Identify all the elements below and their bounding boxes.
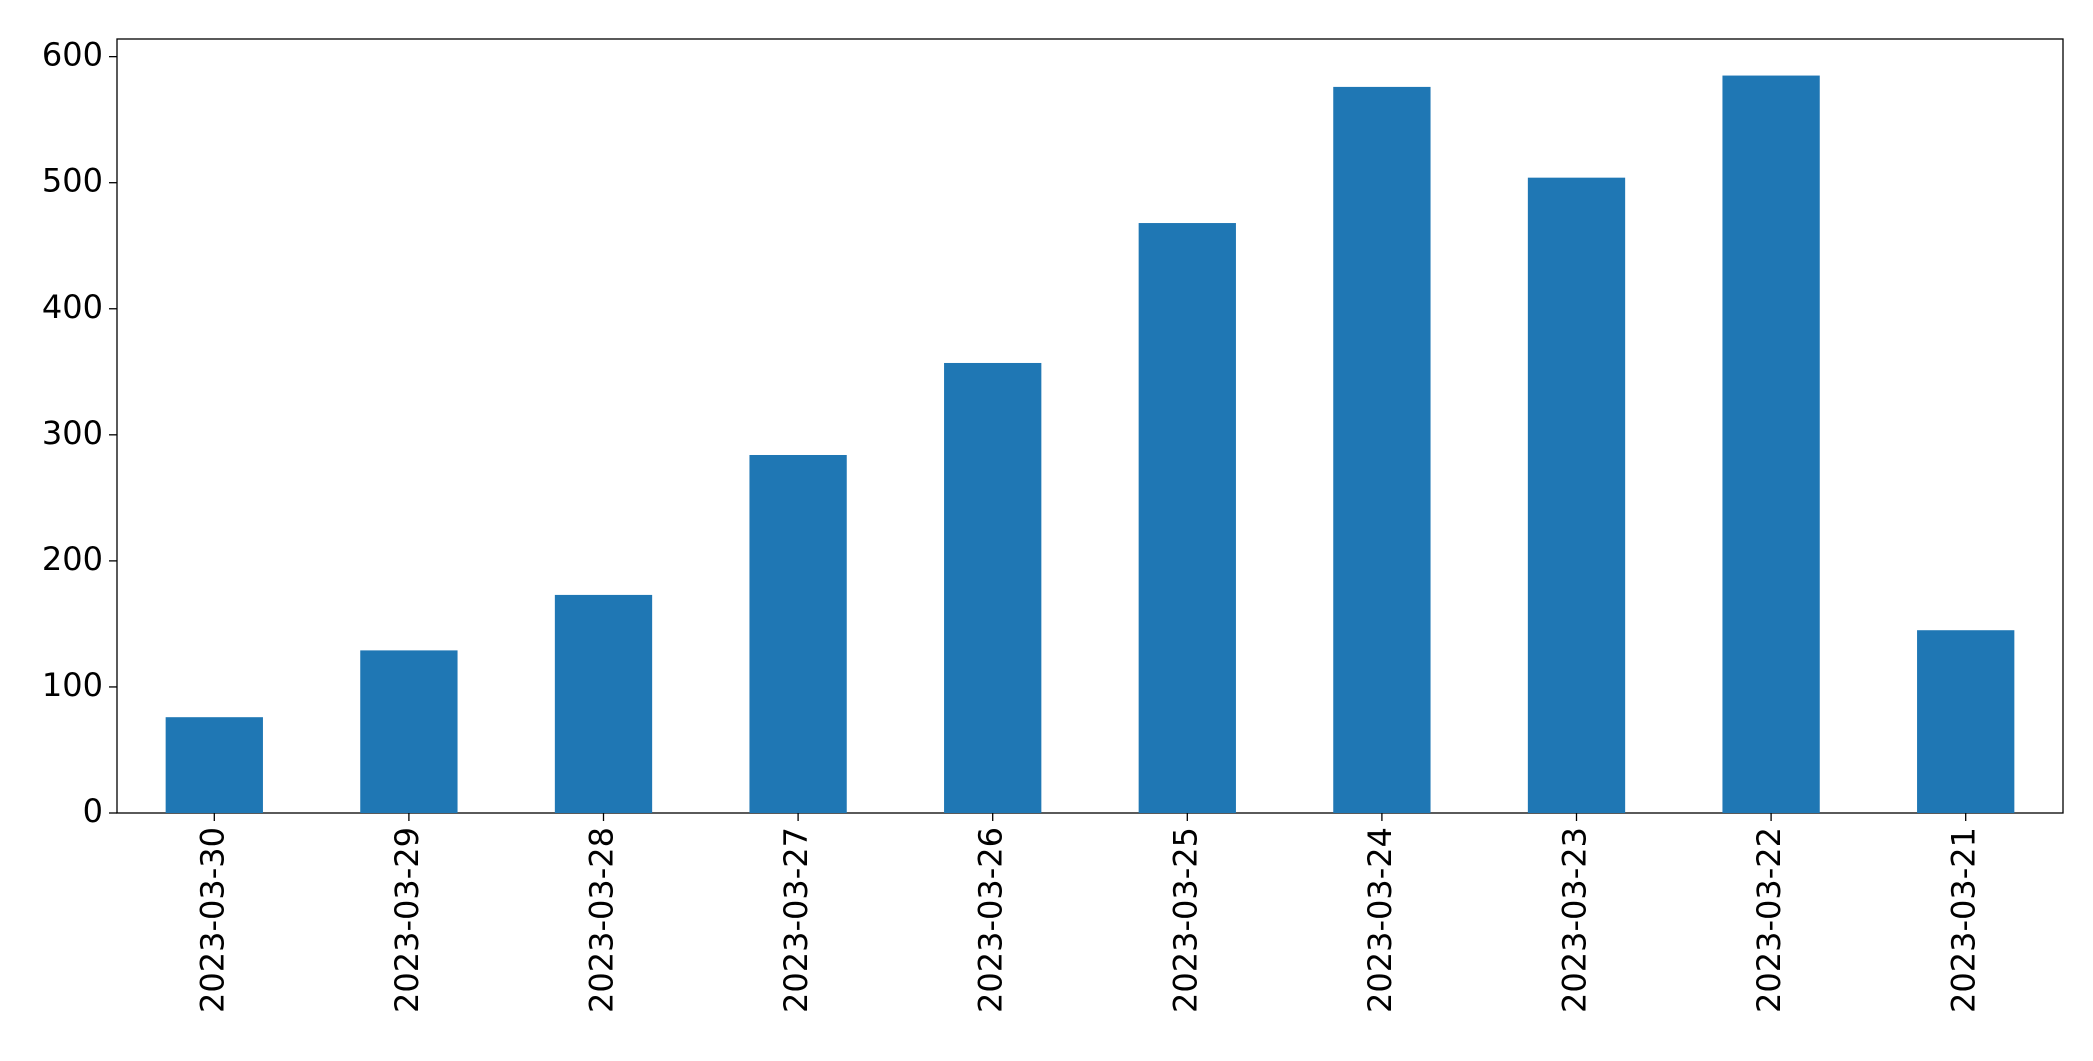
x-tick-label: 2023-03-29 (388, 827, 426, 1013)
x-tick-label: 2023-03-30 (193, 827, 231, 1013)
x-tick-label: 2023-03-21 (1945, 827, 1983, 1013)
bar (1917, 630, 2015, 813)
y-tick-label: 400 (42, 288, 103, 326)
x-tick-label: 2023-03-26 (972, 827, 1010, 1013)
x-tick-label: 2023-03-23 (1556, 827, 1594, 1013)
bar (1333, 86, 1431, 813)
bar (554, 594, 653, 813)
bar (749, 454, 847, 813)
bar (165, 717, 263, 813)
x-tick-label: 2023-03-28 (583, 827, 621, 1013)
y-tick-label: 300 (42, 414, 103, 452)
y-tick-label: 200 (42, 540, 103, 578)
plot-frame (116, 38, 2064, 814)
x-tick-label: 2023-03-24 (1361, 827, 1399, 1013)
bar (1527, 177, 1626, 813)
x-tick-label: 2023-03-22 (1750, 827, 1788, 1013)
bar (1722, 75, 1820, 813)
x-tick-label: 2023-03-27 (777, 827, 815, 1013)
y-tick-label: 100 (42, 666, 103, 704)
y-tick-label: 600 (42, 36, 103, 74)
y-tick-label: 0 (83, 792, 103, 830)
bar (1138, 223, 1236, 814)
bar (944, 362, 1042, 813)
y-tick-label: 500 (42, 162, 103, 200)
x-tick-label: 2023-03-25 (1166, 827, 1204, 1013)
bar (360, 650, 458, 813)
